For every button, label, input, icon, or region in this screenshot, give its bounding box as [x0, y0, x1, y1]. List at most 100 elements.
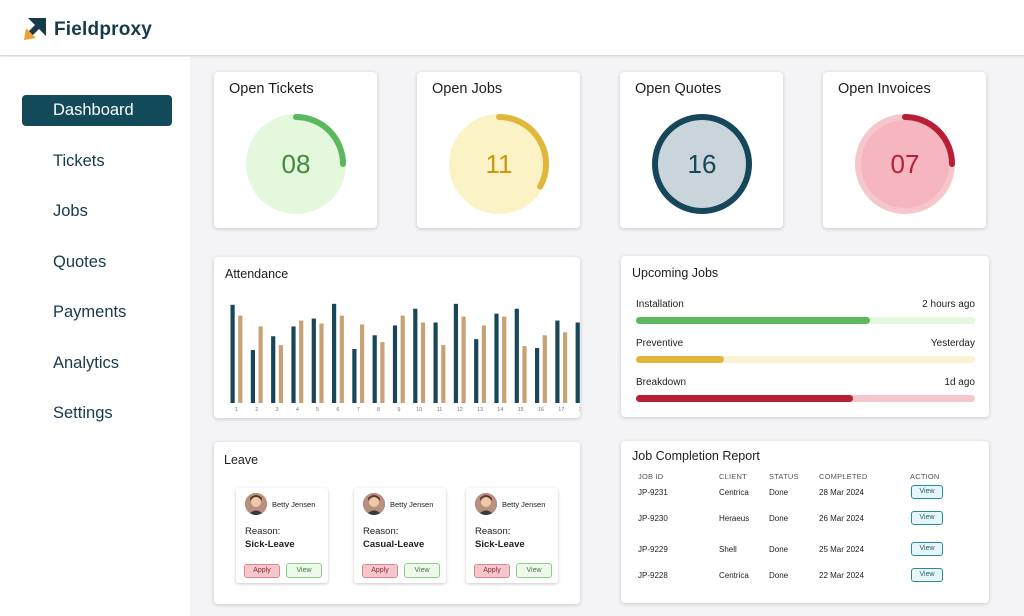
- sidebar-item-dashboard[interactable]: Dashboard: [22, 95, 172, 126]
- progress-ring: [855, 114, 955, 214]
- attendance-bar: [278, 345, 283, 403]
- stat-card-open-jobs[interactable]: Open Jobs 11: [417, 72, 580, 228]
- sidebar-item-jobs[interactable]: Jobs: [53, 202, 88, 220]
- avatar: [363, 493, 385, 515]
- view-button[interactable]: View: [911, 542, 943, 556]
- x-tick-label: 15: [518, 407, 524, 413]
- apply-button[interactable]: Apply: [244, 564, 280, 578]
- cell-status: Done: [769, 488, 789, 497]
- attendance-bar: [563, 332, 568, 403]
- reason-value: Casual-Leave: [363, 539, 425, 550]
- x-tick-label: 14: [497, 407, 503, 413]
- job-name: Preventive: [636, 338, 684, 349]
- attendance-bar: [502, 316, 507, 403]
- attendance-bar: [542, 335, 547, 403]
- x-tick-label: 11: [437, 407, 443, 413]
- cell-job-id: JP-9228: [638, 571, 668, 580]
- ring-progress: [293, 114, 346, 167]
- cell-status: Done: [769, 514, 789, 523]
- attendance-bar: [339, 315, 344, 403]
- attendance-bar: [392, 325, 398, 403]
- x-tick-label: 2: [255, 407, 258, 413]
- stat-card-open-tickets[interactable]: Open Tickets 08: [214, 72, 377, 228]
- stat-card-open-quotes[interactable]: Open Quotes 16: [620, 72, 783, 228]
- attendance-bar: [332, 303, 337, 403]
- x-tick-label: 7: [357, 407, 360, 413]
- cell-completed: 26 Mar 2024: [819, 514, 864, 523]
- stat-title: Open Tickets: [229, 81, 314, 97]
- upcoming-job-row[interactable]: Breakdown 1d ago: [636, 377, 975, 417]
- x-tick-label: 16: [538, 407, 544, 413]
- x-tick-label: 10: [416, 407, 422, 413]
- x-tick-label: 12: [457, 407, 463, 413]
- cell-job-id: JP-9230: [638, 514, 668, 523]
- view-button[interactable]: View: [516, 563, 552, 578]
- job-name: Installation: [636, 299, 684, 310]
- sidebar-item-tickets[interactable]: Tickets: [53, 152, 105, 170]
- sidebar: Dashboard Tickets Jobs Quotes Payments A…: [0, 57, 190, 616]
- x-tick-label: 5: [316, 407, 319, 413]
- apply-button[interactable]: Apply: [362, 564, 398, 578]
- column-header-status: STATUS: [769, 472, 799, 481]
- stat-title: Open Quotes: [635, 81, 722, 97]
- progress-ring: [449, 114, 549, 214]
- sidebar-item-quotes[interactable]: Quotes: [53, 253, 107, 271]
- attendance-bar: [514, 308, 519, 403]
- job-progress-track: [636, 317, 975, 324]
- attendance-bar: [433, 322, 438, 403]
- attendance-bar: [319, 323, 324, 403]
- stat-value: 11: [485, 149, 513, 179]
- cell-status: Done: [769, 545, 789, 554]
- view-button[interactable]: View: [286, 563, 322, 578]
- attendance-bar: [441, 345, 446, 403]
- job-progress-fill: [636, 356, 725, 363]
- upcoming-job-row[interactable]: Preventive Yesterday: [636, 338, 975, 378]
- cell-client: Centrica: [719, 488, 749, 497]
- cell-job-id: JP-9229: [638, 545, 668, 554]
- column-header-job-id: JOB ID: [638, 472, 664, 481]
- attendance-bar: [481, 325, 486, 403]
- job-time: 1d ago: [944, 377, 975, 388]
- attendance-bar: [352, 349, 357, 403]
- stat-title: Open Jobs: [432, 81, 503, 97]
- x-tick-label: 9: [397, 407, 400, 413]
- sidebar-item-payments[interactable]: Payments: [53, 303, 127, 321]
- sidebar-item-analytics[interactable]: Analytics: [53, 354, 120, 372]
- x-tick-label: 1: [235, 407, 238, 413]
- avatar: [245, 493, 267, 515]
- attendance-bar: [575, 322, 580, 403]
- stat-value: 07: [890, 149, 920, 179]
- fieldproxy-logo-icon: [24, 18, 46, 40]
- top-header: Fieldproxy: [0, 0, 1024, 56]
- attendance-chart: 123456789101112131415161718: [230, 303, 580, 413]
- attendance-bar: [360, 324, 365, 403]
- reason-label: Reason:: [475, 526, 511, 537]
- attendance-bar: [474, 339, 479, 403]
- attendance-bar: [258, 326, 263, 403]
- sidebar-item-settings[interactable]: Settings: [53, 404, 113, 422]
- stat-card-open-invoices[interactable]: Open Invoices 07: [823, 72, 986, 228]
- cell-job-id: JP-9231: [638, 488, 668, 497]
- upcoming-job-row[interactable]: Installation 2 hours ago: [636, 299, 975, 339]
- report-title: Job Completion Report: [632, 449, 760, 463]
- employee-name: Betty Jensen: [390, 500, 434, 509]
- stat-title: Open Invoices: [838, 81, 931, 97]
- attendance-bar: [380, 342, 385, 403]
- ring-fill: [454, 119, 544, 209]
- ring-progress: [902, 114, 955, 167]
- attendance-bar: [494, 313, 499, 403]
- progress-ring: [246, 114, 346, 214]
- employee-name: Betty Jensen: [272, 500, 316, 509]
- cell-completed: 28 Mar 2024: [819, 488, 864, 497]
- job-completion-report-card: Job Completion Report JOB ID CLIENT STAT…: [621, 441, 989, 603]
- view-button[interactable]: View: [911, 485, 943, 499]
- view-button[interactable]: View: [404, 563, 440, 578]
- ring-progress: [496, 114, 549, 190]
- view-button[interactable]: View: [911, 511, 943, 525]
- apply-button[interactable]: Apply: [474, 564, 510, 578]
- x-tick-label: 4: [296, 407, 299, 413]
- x-tick-label: 18: [578, 407, 580, 413]
- cell-client: Shell: [719, 545, 737, 554]
- view-button[interactable]: View: [911, 568, 943, 582]
- column-header-action: ACTION: [910, 472, 940, 481]
